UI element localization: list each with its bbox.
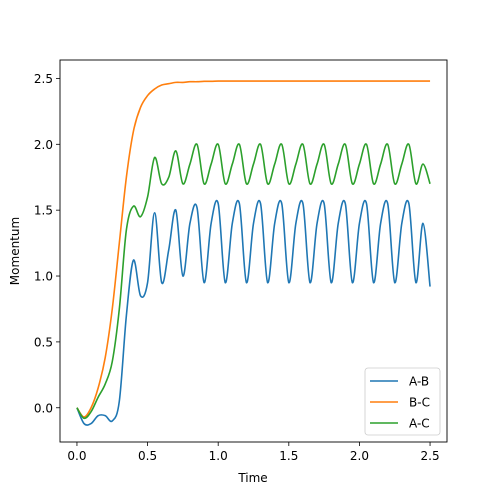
x-tick-label: 0.0 bbox=[67, 449, 86, 463]
series-line-0 bbox=[76, 199, 431, 426]
y-tick-label: 2.5 bbox=[34, 72, 53, 86]
legend-box bbox=[364, 367, 441, 436]
x-tick-label: 0.5 bbox=[138, 449, 157, 463]
legend-label: B-C bbox=[409, 396, 430, 410]
series-line-2 bbox=[76, 143, 431, 420]
x-tick-label: 2.0 bbox=[350, 449, 369, 463]
series-line-1 bbox=[76, 80, 431, 418]
y-tick-label: 0.0 bbox=[34, 401, 53, 415]
axes-frame bbox=[59, 59, 448, 443]
y-tick-label: 2.0 bbox=[34, 138, 53, 152]
x-tick-label: 2.5 bbox=[421, 449, 440, 463]
x-axis-label: Time bbox=[237, 471, 267, 485]
y-axis-label: Momentum bbox=[8, 217, 22, 285]
x-tick-label: 1.5 bbox=[279, 449, 298, 463]
legend-label: A-B bbox=[409, 375, 429, 389]
y-tick-label: 1.0 bbox=[34, 270, 53, 284]
series-layer bbox=[76, 80, 431, 426]
x-tick-label: 1.0 bbox=[209, 449, 228, 463]
legend-label: A-C bbox=[409, 417, 430, 431]
y-axis-ticks: 0.0 0.5 1.0 1.5 2.0 2.5 bbox=[34, 72, 60, 415]
x-axis-ticks: 0.0 0.5 1.0 1.5 2.0 2.5 bbox=[67, 442, 440, 463]
legend: A-B B-C A-C bbox=[364, 367, 441, 436]
y-tick-label: 1.5 bbox=[34, 204, 53, 218]
y-tick-label: 0.5 bbox=[34, 335, 53, 349]
